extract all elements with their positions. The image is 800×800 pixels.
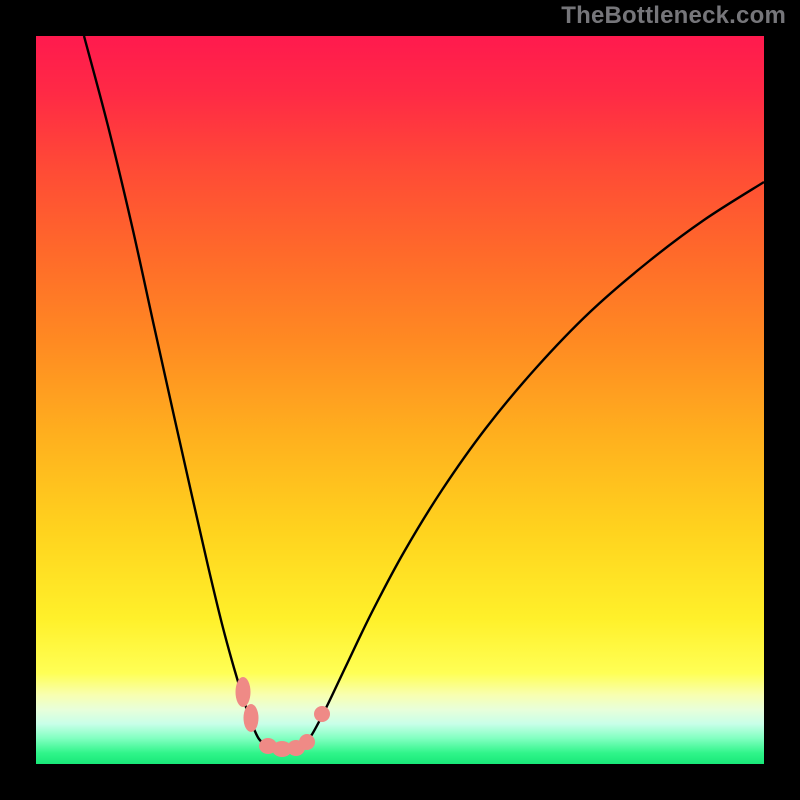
chart-canvas: TheBottleneck.com <box>0 0 800 800</box>
plot-area <box>36 36 764 764</box>
marker <box>314 706 330 722</box>
marker <box>299 734 315 750</box>
watermark-text: TheBottleneck.com <box>561 2 786 30</box>
gradient-background <box>36 36 764 764</box>
chart-svg <box>36 36 764 764</box>
marker <box>236 677 251 707</box>
marker <box>244 704 259 732</box>
